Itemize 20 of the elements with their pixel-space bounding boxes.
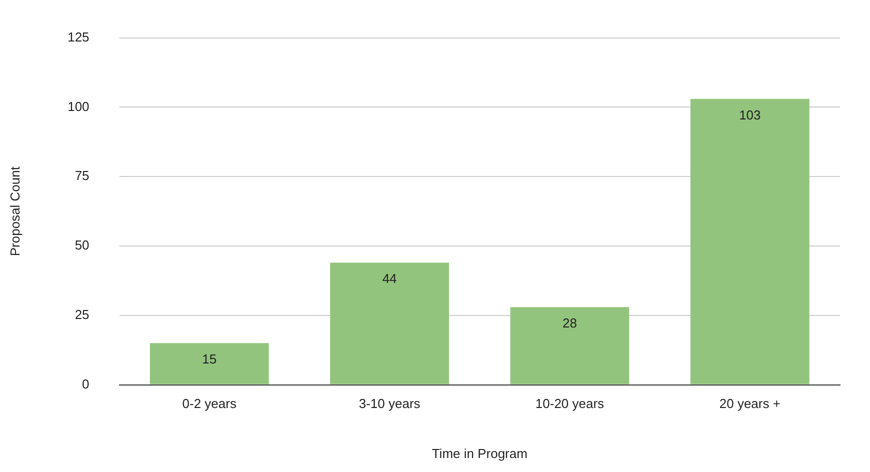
bar	[330, 262, 450, 384]
x-tick-label: 20 years +	[719, 396, 780, 412]
bar	[690, 98, 810, 384]
data-label: 15	[202, 352, 217, 367]
bar	[510, 307, 630, 384]
y-tick-label: 100	[68, 98, 90, 114]
y-tick-label: 75	[74, 168, 90, 184]
x-tick-label: 3-10 years	[358, 396, 421, 412]
x-axis-title: Time in Program	[432, 446, 528, 461]
y-tick-label: 125	[68, 29, 90, 44]
y-tick-label: 25	[74, 306, 90, 322]
bar	[150, 343, 269, 384]
data-label: 44	[382, 271, 397, 286]
y-tick-label: 0	[82, 376, 90, 392]
y-tick-label: 50	[74, 238, 90, 253]
x-tick-label: 0-2 years	[182, 396, 237, 412]
x-tick-label: 10-20 years	[535, 396, 605, 412]
y-axis-title: Proposal Count	[7, 166, 22, 256]
data-label: 103	[739, 107, 761, 122]
data-label: 28	[562, 316, 577, 331]
